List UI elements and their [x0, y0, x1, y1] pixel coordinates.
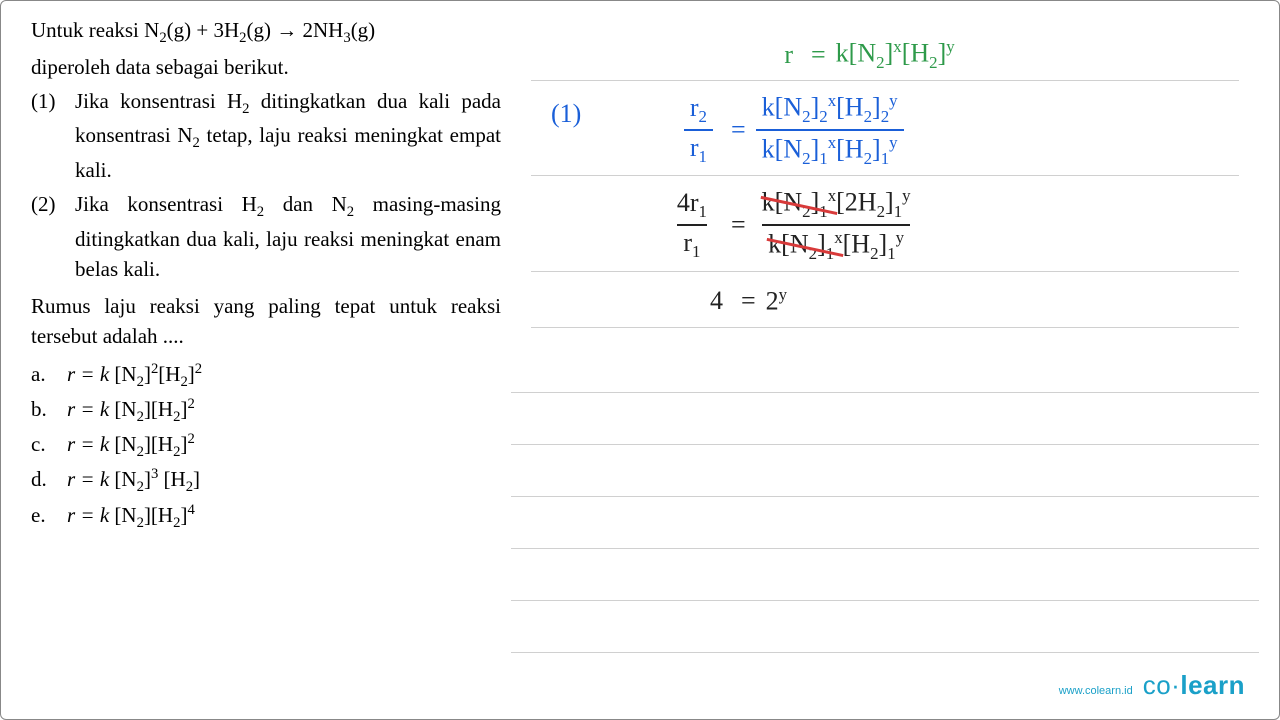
list-num-1: (1)	[31, 86, 75, 185]
option-a-label: a.	[31, 359, 67, 391]
option-c-label: c.	[31, 429, 67, 461]
eq3-rhs: k[N2]1x[2H2]1y k[N2]1x[H2]1y	[756, 186, 917, 264]
eq4-rhs: 2y	[766, 285, 787, 317]
eq-row-4: 4 = 2y	[531, 282, 1239, 328]
option-c: c. r = k [N2][H2]2	[31, 428, 501, 463]
eq2-eq: =	[721, 115, 756, 145]
strike-den: k[N2]1x	[768, 228, 842, 264]
line1-pre: Untuk reaksi	[31, 18, 144, 42]
option-d-label: d.	[31, 464, 67, 496]
eq2-lhs: r2r1	[601, 93, 721, 167]
footer-brand: www.colearn.id co·learn	[1059, 670, 1245, 701]
option-a-expr: r = k [N2]2[H2]2	[67, 358, 202, 393]
eq4-eq: =	[731, 286, 766, 316]
footer-url: www.colearn.id	[1059, 685, 1133, 697]
brand-b: learn	[1180, 670, 1245, 700]
strike-num: k[N2]1x	[762, 186, 836, 222]
ruled-lines	[511, 341, 1259, 653]
eq3-lhs: 4r1r1	[601, 188, 721, 262]
eq-row-2: (1) r2r1 = k[N2]2x[H2]2y k[N2]1x[H2]1y	[531, 91, 1239, 176]
eq1-eq: =	[801, 40, 836, 70]
option-d-expr: r = k [N2]3 [H2]	[67, 463, 200, 498]
problem-line2: diperoleh data sebagai berikut.	[31, 52, 501, 82]
option-e: e. r = k [N2][H2]4	[31, 499, 501, 534]
list-item-1: (1) Jika konsentrasi H2 ditingkatkan dua…	[31, 86, 501, 185]
eq2-rhs: k[N2]2x[H2]2y k[N2]1x[H2]1y	[756, 91, 904, 169]
page-container: Untuk reaksi N2(g) + 3H2(g) → 2NH3(g) di…	[0, 0, 1280, 720]
option-a: a. r = k [N2]2[H2]2	[31, 358, 501, 393]
eq3-eq: =	[721, 210, 756, 240]
eq1-rhs: k[N2]x[H2]y	[836, 37, 955, 73]
eq-row-3: 4r1r1 = k[N2]1x[2H2]1y k[N2]1x[H2]1y	[531, 186, 1239, 272]
option-d: d. r = k [N2]3 [H2]	[31, 463, 501, 498]
brand-dot: ·	[1171, 670, 1180, 700]
solution-marker-1: (1)	[551, 99, 581, 129]
list-item-2: (2) Jika konsentrasi H2 dan N2 masing-ma…	[31, 189, 501, 284]
solution-column: r = k[N2]x[H2]y (1) r2r1 = k[N2]2x[H2]2y…	[511, 1, 1279, 719]
option-b-label: b.	[31, 394, 67, 426]
list-body-2: Jika konsentrasi H2 dan N2 masing-masing…	[75, 189, 501, 284]
problem-line1: Untuk reaksi N2(g) + 3H2(g) → 2NH3(g)	[31, 15, 501, 50]
option-e-expr: r = k [N2][H2]4	[67, 499, 195, 534]
eq-row-1: r = k[N2]x[H2]y	[531, 35, 1239, 81]
option-e-label: e.	[31, 500, 67, 532]
question-tail: Rumus laju reaksi yang paling tepat untu…	[31, 291, 501, 352]
eq4-lhs: 4	[671, 286, 731, 316]
brand-logo: co·learn	[1143, 670, 1245, 701]
list-num-2: (2)	[31, 189, 75, 284]
eq1-lhs: r	[681, 40, 801, 70]
options-block: a. r = k [N2]2[H2]2 b. r = k [N2][H2]2 c…	[31, 358, 501, 534]
option-c-expr: r = k [N2][H2]2	[67, 428, 195, 463]
option-b-expr: r = k [N2][H2]2	[67, 393, 195, 428]
brand-a: co	[1143, 670, 1171, 700]
option-b: b. r = k [N2][H2]2	[31, 393, 501, 428]
list-body-1: Jika konsentrasi H2 ditingkatkan dua kal…	[75, 86, 501, 185]
problem-text-column: Untuk reaksi N2(g) + 3H2(g) → 2NH3(g) di…	[1, 1, 511, 719]
